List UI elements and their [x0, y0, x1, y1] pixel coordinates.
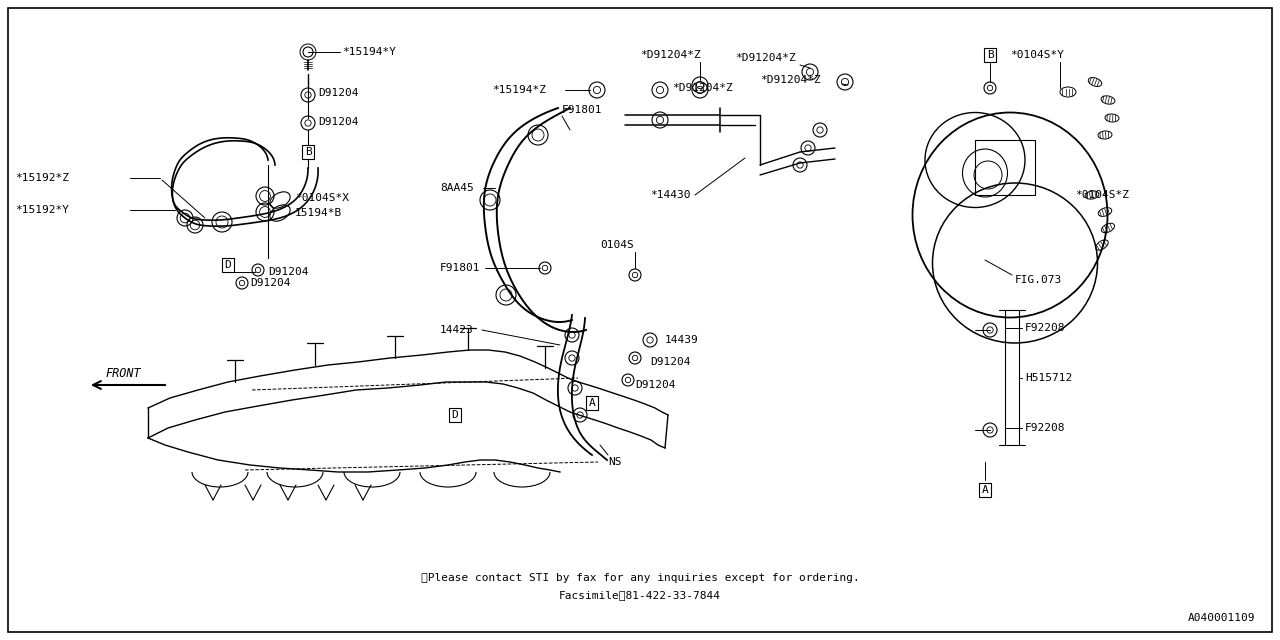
Text: *0104S*X: *0104S*X [294, 193, 349, 203]
Bar [975, 140, 1036, 195]
Text: *D91204*Z: *D91204*Z [672, 83, 732, 93]
Text: *0104S*Y: *0104S*Y [1010, 50, 1064, 60]
Text: D91204: D91204 [635, 380, 676, 390]
Text: FIG.073: FIG.073 [1015, 275, 1062, 285]
Text: *D91204*Z: *D91204*Z [760, 75, 820, 85]
Text: *14430: *14430 [650, 190, 690, 200]
Text: *15192*Z: *15192*Z [15, 173, 69, 183]
Text: D: D [224, 260, 232, 270]
Text: D91204: D91204 [650, 357, 690, 367]
Text: A: A [589, 398, 595, 408]
Text: 8AA45: 8AA45 [440, 183, 474, 193]
Text: 14423: 14423 [440, 325, 474, 335]
Text: 14439: 14439 [666, 335, 699, 345]
Text: F92208: F92208 [1025, 423, 1065, 433]
Text: A: A [982, 485, 988, 495]
Text: F91801: F91801 [562, 105, 603, 115]
Text: D91204: D91204 [250, 278, 291, 288]
Text: D91204: D91204 [268, 267, 308, 277]
Text: 15194*B: 15194*B [294, 208, 342, 218]
Text: D91204: D91204 [317, 117, 358, 127]
Text: *15192*Y: *15192*Y [15, 205, 69, 215]
Text: *D91204*Z: *D91204*Z [735, 53, 796, 63]
Text: *15194*Z: *15194*Z [492, 85, 547, 95]
Text: B: B [305, 147, 311, 157]
Text: D: D [452, 410, 458, 420]
Text: F92208: F92208 [1025, 323, 1065, 333]
Text: *0104S*Z: *0104S*Z [1075, 190, 1129, 200]
Text: ※Please contact STI by fax for any inquiries except for ordering.: ※Please contact STI by fax for any inqui… [421, 573, 859, 583]
Text: 0104S: 0104S [600, 240, 634, 250]
Text: H515712: H515712 [1025, 373, 1073, 383]
Text: A040001109: A040001109 [1188, 613, 1254, 623]
Text: F91801: F91801 [440, 263, 480, 273]
Text: D91204: D91204 [317, 88, 358, 98]
Text: NS: NS [608, 457, 622, 467]
Text: B: B [987, 50, 993, 60]
Text: *D91204*Z: *D91204*Z [640, 50, 700, 60]
Text: Facsimile：81-422-33-7844: Facsimile：81-422-33-7844 [559, 590, 721, 600]
Text: FRONT: FRONT [105, 367, 141, 380]
Text: *15194*Y: *15194*Y [342, 47, 396, 57]
